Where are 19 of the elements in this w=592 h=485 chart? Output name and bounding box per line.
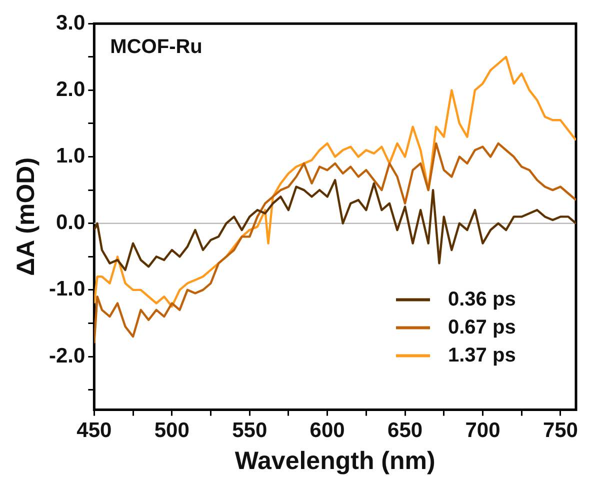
y-tick-label: 2.0 — [56, 78, 86, 101]
x-tick-label: 650 — [388, 419, 423, 442]
y-tick-label: 3.0 — [56, 11, 86, 34]
x-tick-label: 750 — [542, 419, 578, 442]
y-axis-title: ΔA (mOD) — [12, 157, 40, 276]
y-tick-label: 1.0 — [56, 144, 86, 168]
x-axis-title: Wavelength (nm) — [234, 446, 436, 475]
x-tick-label: 500 — [154, 419, 190, 442]
x-tick-label: 700 — [465, 419, 500, 442]
legend-label: 0.67 ps — [448, 316, 516, 338]
x-tick-label: 450 — [76, 419, 112, 442]
y-tick-label: -2.0 — [49, 344, 86, 368]
annotation: MCOF-Ru — [110, 36, 202, 58]
x-tick-label: 600 — [310, 419, 345, 442]
y-tick-label: 0.0 — [56, 211, 86, 234]
legend-label: 0.36 ps — [448, 288, 516, 310]
y-tick-label: -1.0 — [49, 278, 86, 301]
x-tick-label: 550 — [232, 419, 268, 442]
legend-label: 1.37 ps — [448, 344, 516, 366]
